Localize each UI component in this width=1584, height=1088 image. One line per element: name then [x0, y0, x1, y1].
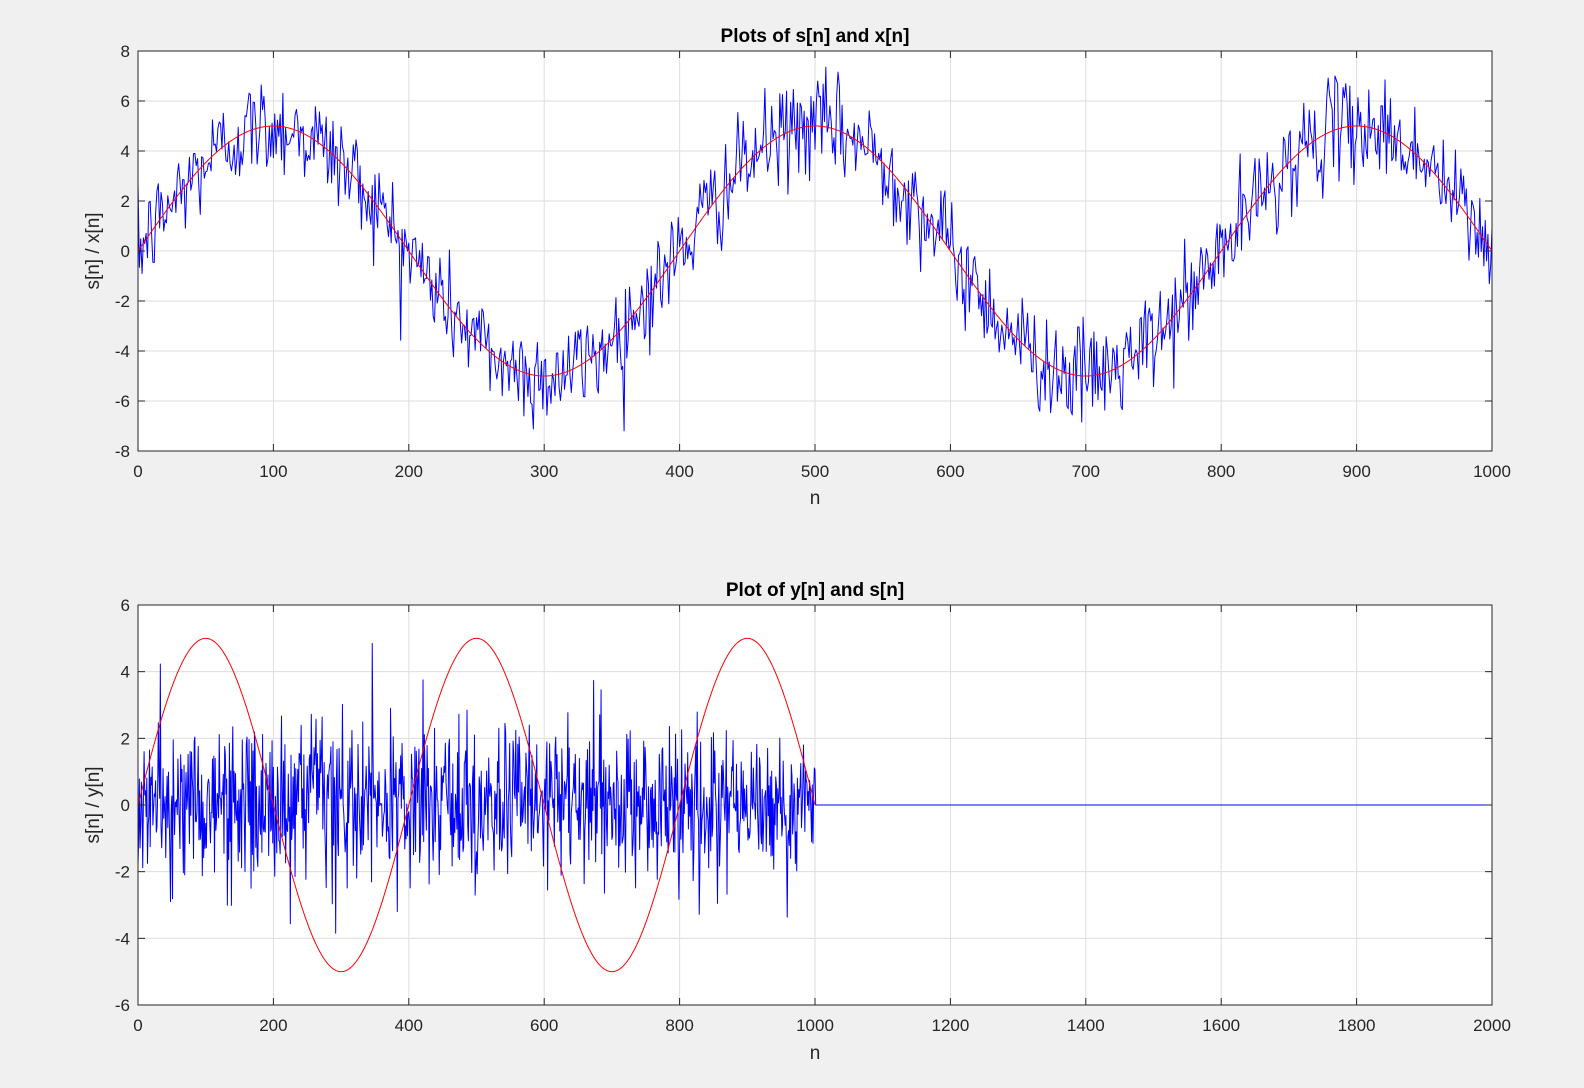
- x-axis-label: n: [810, 1043, 821, 1064]
- y-tick-label: 4: [121, 663, 130, 682]
- x-tick-label: 700: [1072, 462, 1100, 481]
- chart-title: Plots of s[n] and x[n]: [721, 26, 910, 47]
- x-tick-label: 800: [1207, 462, 1235, 481]
- subplot-top: 0 100 200 300 400 500 600 700 800 900 1000 -8 -6 -4 -2…: [83, 26, 1511, 509]
- series-layer: [137, 637, 1492, 973]
- x-tick-label: 1800: [1338, 1016, 1376, 1035]
- y-tick-label: -4: [115, 342, 130, 361]
- y-tick-label: 8: [121, 42, 130, 61]
- series-line-red: [137, 125, 1493, 377]
- x-tick-label: 600: [530, 1016, 558, 1035]
- series-line-blue: [137, 642, 1492, 934]
- y-tick-label: 6: [121, 596, 130, 615]
- y-tick-label: 0: [121, 796, 130, 815]
- x-tick-label: 0: [133, 1016, 142, 1035]
- y-tick-label: -2: [115, 863, 130, 882]
- x-tick-label: 100: [259, 462, 287, 481]
- y-tick-label: -6: [115, 392, 130, 411]
- x-tick-label: 0: [133, 462, 142, 481]
- y-tick-label: 2: [121, 192, 130, 211]
- chart-title: Plot of y[n] and s[n]: [726, 580, 904, 601]
- x-tick-label: 200: [395, 462, 423, 481]
- x-tick-label: 300: [530, 462, 558, 481]
- ticks: 0 200 400 600 800 1000 1200 1400 1600 1800 2000 -6 -…: [115, 596, 1511, 1035]
- series-layer: [137, 66, 1493, 432]
- y-tick-label: 0: [121, 242, 130, 261]
- y-tick-label: -4: [115, 929, 130, 948]
- subplot-bottom: 0 200 400 600 800 1000 1200 1400 1600 1800 2000 -6 -…: [83, 580, 1511, 1064]
- series-line-red: [137, 637, 816, 973]
- y-tick-label: -2: [115, 292, 130, 311]
- x-tick-label: 1000: [1473, 462, 1511, 481]
- x-tick-label: 1400: [1067, 1016, 1105, 1035]
- x-tick-label: 800: [665, 1016, 693, 1035]
- y-tick-label: -6: [115, 996, 130, 1015]
- x-tick-label: 200: [259, 1016, 287, 1035]
- x-tick-label: 1200: [931, 1016, 969, 1035]
- x-tick-label: 500: [801, 462, 829, 481]
- x-tick-label: 400: [395, 1016, 423, 1035]
- x-tick-label: 2000: [1473, 1016, 1511, 1035]
- y-tick-label: 2: [121, 729, 130, 748]
- y-tick-label: -8: [115, 442, 130, 461]
- x-tick-label: 600: [936, 462, 964, 481]
- x-tick-label: 1000: [796, 1016, 834, 1035]
- x-tick-label: 400: [665, 462, 693, 481]
- y-tick-label: 6: [121, 92, 130, 111]
- x-axis-label: n: [810, 488, 821, 509]
- ticks: 0 100 200 300 400 500 600 700 800 900 1000 -8 -6 -4 -2…: [115, 42, 1511, 481]
- y-tick-label: 4: [121, 142, 130, 161]
- x-tick-label: 900: [1342, 462, 1370, 481]
- series-line-blue: [137, 66, 1493, 432]
- y-axis-label: s[n] / x[n]: [83, 212, 104, 289]
- y-axis-label: s[n] / y[n]: [83, 766, 104, 843]
- x-tick-label: 1600: [1202, 1016, 1240, 1035]
